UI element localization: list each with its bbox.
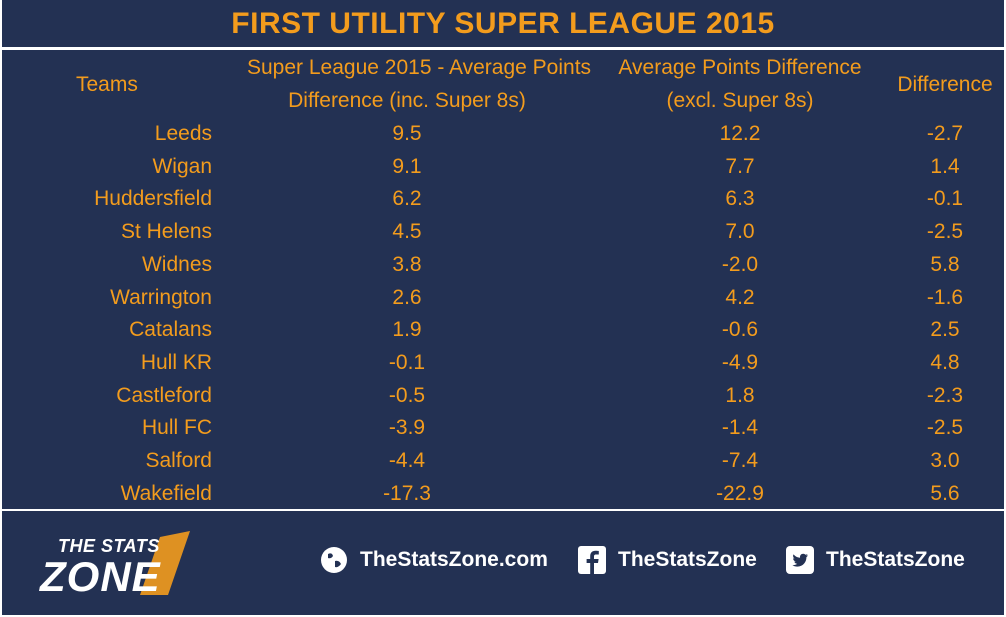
cell-avg-excl: 1.8 xyxy=(725,383,755,407)
cell-team: Wakefield xyxy=(120,481,212,505)
cell-avg-inc: -3.9 xyxy=(388,416,426,440)
cell-difference: 5.6 xyxy=(930,481,960,505)
cell-team: Widnes xyxy=(141,252,212,276)
cell-team: Hull FC xyxy=(141,416,212,440)
cell-team: Wigan xyxy=(152,154,212,178)
cell-team: Catalans xyxy=(129,318,212,342)
cell-avg-excl: 7.7 xyxy=(725,154,755,178)
cell-team: Hull KR xyxy=(140,350,212,374)
facebook-text: TheStatsZone xyxy=(618,548,757,571)
stats-zone-logo: THE STATS ZONE xyxy=(40,529,215,600)
twitter-icon xyxy=(786,546,814,574)
cell-difference: -2.5 xyxy=(926,416,964,440)
cell-difference: -2.3 xyxy=(926,383,964,407)
cell-avg-excl: -22.9 xyxy=(716,481,764,505)
cell-avg-inc: 9.5 xyxy=(392,122,422,145)
website-text: TheStatsZone.com xyxy=(360,548,548,571)
cell-avg-excl: 12.2 xyxy=(719,122,761,145)
cell-avg-excl: -2.0 xyxy=(721,252,759,276)
cell-avg-excl: -4.9 xyxy=(721,350,759,374)
cell-difference: 4.8 xyxy=(930,350,960,374)
cell-avg-inc: 2.6 xyxy=(392,285,422,309)
cell-difference: -1.6 xyxy=(926,285,964,309)
footer: THE STATS ZONE TheStatsZone.com TheStats… xyxy=(2,511,1004,615)
header-col-a-line2: Difference (inc. Super 8s) xyxy=(288,89,526,112)
cell-difference: 2.5 xyxy=(930,318,960,342)
twitter-link[interactable]: TheStatsZone xyxy=(786,546,965,574)
title-bar: FIRST UTILITY SUPER LEAGUE 2015 xyxy=(2,0,1004,47)
cell-team: Warrington xyxy=(110,285,212,309)
page-title: FIRST UTILITY SUPER LEAGUE 2015 xyxy=(231,6,775,40)
cell-avg-inc: 9.1 xyxy=(392,154,422,178)
cell-avg-inc: 3.8 xyxy=(392,252,422,276)
facebook-link[interactable]: TheStatsZone xyxy=(578,546,757,574)
cell-difference: 3.0 xyxy=(930,449,960,472)
cell-difference: -2.7 xyxy=(926,122,964,145)
header-col-a-line1: Super League 2015 - Average Points xyxy=(247,56,592,79)
facebook-icon xyxy=(578,546,606,574)
cell-team: Huddersfield xyxy=(94,187,212,211)
cell-difference: -0.1 xyxy=(926,187,964,211)
cell-avg-excl: -1.4 xyxy=(721,416,759,440)
cell-team: Salford xyxy=(145,449,212,472)
cell-avg-inc: 4.5 xyxy=(392,220,422,244)
twitter-text: TheStatsZone xyxy=(826,548,965,571)
cell-avg-inc: 1.9 xyxy=(392,318,422,342)
header-difference: Difference xyxy=(897,73,993,96)
cell-avg-excl: 4.2 xyxy=(725,285,755,309)
cell-avg-excl: -7.4 xyxy=(721,449,759,472)
logo-swoosh xyxy=(140,531,190,595)
header-teams: Teams xyxy=(76,73,138,96)
cell-difference: -2.5 xyxy=(926,220,964,244)
cell-avg-inc: -0.1 xyxy=(388,350,426,374)
stats-table: Teams Super League 2015 - Average Points… xyxy=(2,50,1004,509)
cell-avg-inc: 6.2 xyxy=(392,187,422,211)
logo-text-the-stats: THE STATS xyxy=(58,536,160,556)
logo-text-zone: ZONE xyxy=(40,553,161,600)
cell-avg-excl: -0.6 xyxy=(721,318,759,342)
cell-avg-inc: -0.5 xyxy=(388,383,426,407)
cell-avg-excl: 6.3 xyxy=(725,187,755,211)
website-link[interactable]: TheStatsZone.com xyxy=(320,546,548,574)
cell-team: Leeds xyxy=(154,122,212,145)
cell-avg-inc: -4.4 xyxy=(388,449,426,472)
cell-difference: 1.4 xyxy=(930,154,960,178)
globe-icon xyxy=(321,547,347,573)
cell-team: St Helens xyxy=(120,220,212,244)
cell-avg-inc: -17.3 xyxy=(383,481,431,505)
cell-avg-excl: 7.0 xyxy=(725,220,755,244)
cell-team: Castleford xyxy=(116,383,212,407)
header-col-b-line2: (excl. Super 8s) xyxy=(666,89,814,112)
header-col-b-line1: Average Points Difference xyxy=(618,56,862,79)
cell-difference: 5.8 xyxy=(930,252,960,276)
